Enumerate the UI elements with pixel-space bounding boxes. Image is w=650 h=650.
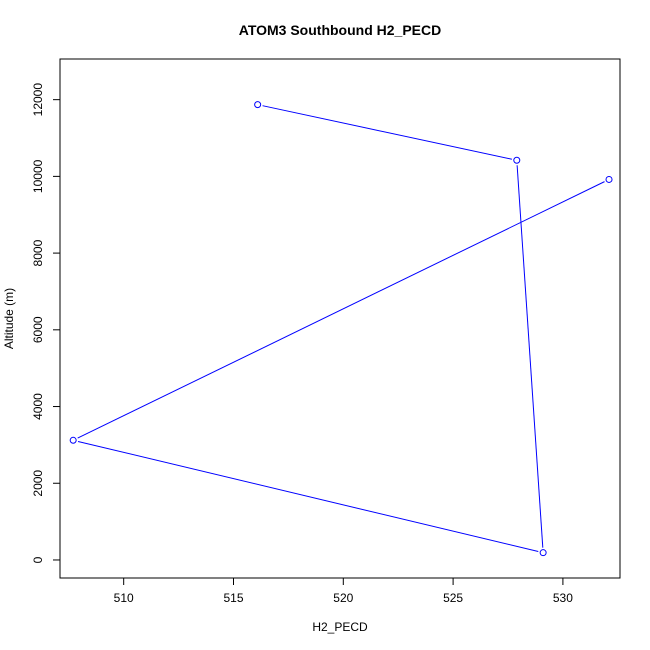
y-tick-label: 6000 [31, 316, 45, 343]
y-tick-label: 2000 [31, 470, 45, 497]
y-tick-label: 4000 [31, 393, 45, 420]
series-layer [69, 101, 613, 557]
data-point [513, 156, 521, 164]
y-tick-label: 10000 [31, 159, 45, 193]
data-point [539, 549, 547, 557]
x-axis-title: H2_PECD [312, 620, 368, 634]
x-tick-label: 510 [114, 591, 134, 605]
x-tick-label: 525 [443, 591, 463, 605]
chart-title: ATOM3 Southbound H2_PECD [239, 22, 441, 38]
series-segment [516, 165, 544, 548]
x-axis: 510 515 520 525 530 [114, 577, 573, 605]
series-segment [77, 440, 539, 553]
data-point [605, 175, 613, 183]
plot-frame [59, 58, 621, 579]
series-segment [262, 105, 513, 160]
y-axis: 0 2000 4000 6000 8000 10000 12000 [31, 83, 61, 563]
y-tick-label: 8000 [31, 239, 45, 266]
series-segment [77, 181, 605, 439]
data-point [69, 436, 77, 444]
y-tick-label: 0 [31, 556, 45, 563]
x-tick-label: 515 [223, 591, 243, 605]
x-tick-label: 530 [553, 591, 573, 605]
y-tick-label: 12000 [31, 83, 45, 117]
x-tick-label: 520 [333, 591, 353, 605]
data-point [254, 101, 262, 109]
y-axis-title: Altitude (m) [2, 288, 16, 349]
